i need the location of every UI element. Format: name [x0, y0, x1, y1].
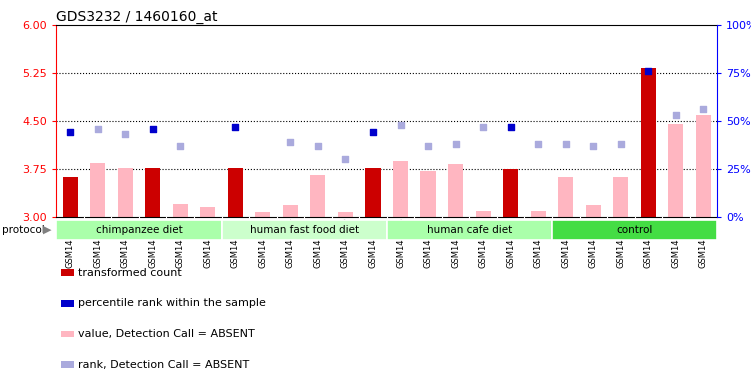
Bar	[366, 168, 381, 217]
Text: GSM144539: GSM144539	[424, 217, 433, 268]
Text: human cafe diet: human cafe diet	[427, 225, 512, 235]
Point	[450, 141, 462, 147]
Bar	[61, 331, 74, 338]
Point	[92, 126, 104, 132]
Point	[285, 139, 297, 145]
Text: GSM144548: GSM144548	[671, 217, 680, 268]
Point	[119, 131, 131, 137]
Text: GSM144549: GSM144549	[699, 217, 708, 268]
Bar	[173, 204, 188, 217]
Text: GSM144526: GSM144526	[65, 217, 74, 268]
Bar	[531, 210, 546, 217]
Text: GSM144544: GSM144544	[561, 217, 570, 268]
Point	[559, 141, 572, 147]
Bar	[393, 161, 408, 217]
Text: GSM144528: GSM144528	[121, 217, 130, 268]
Bar	[61, 361, 74, 368]
Bar	[558, 177, 573, 217]
Point	[532, 141, 544, 147]
Bar	[90, 162, 105, 217]
Text: chimpanzee diet: chimpanzee diet	[95, 225, 182, 235]
Text: GSM144546: GSM144546	[617, 217, 626, 268]
Text: GSM144547: GSM144547	[644, 217, 653, 268]
Point	[477, 124, 489, 130]
Text: GDS3232 / 1460160_at: GDS3232 / 1460160_at	[56, 10, 218, 24]
Text: GSM144540: GSM144540	[451, 217, 460, 268]
Text: GSM144534: GSM144534	[286, 217, 295, 268]
Text: GSM144531: GSM144531	[204, 217, 213, 268]
Bar	[338, 212, 353, 217]
Bar	[145, 168, 160, 217]
Text: control: control	[617, 225, 653, 235]
Bar	[61, 269, 74, 276]
Bar	[61, 300, 74, 307]
Text: GSM144543: GSM144543	[534, 217, 543, 268]
Point	[615, 141, 627, 147]
Bar	[503, 169, 518, 217]
Bar	[475, 210, 490, 217]
Point	[64, 129, 76, 136]
Text: GSM144532: GSM144532	[231, 217, 240, 268]
Point	[505, 124, 517, 130]
Text: GSM144535: GSM144535	[313, 217, 322, 268]
Text: human fast food diet: human fast food diet	[249, 225, 359, 235]
Text: rank, Detection Call = ABSENT: rank, Detection Call = ABSENT	[78, 360, 249, 370]
Text: GSM144537: GSM144537	[369, 217, 378, 268]
Point	[229, 124, 241, 130]
Text: GSM144530: GSM144530	[176, 217, 185, 268]
Point	[698, 106, 710, 113]
Bar	[448, 164, 463, 217]
Bar	[62, 177, 77, 217]
Text: percentile rank within the sample: percentile rank within the sample	[78, 298, 266, 308]
FancyBboxPatch shape	[387, 220, 552, 240]
Text: GSM144545: GSM144545	[589, 217, 598, 268]
Text: GSM144538: GSM144538	[396, 217, 405, 268]
Point	[587, 143, 599, 149]
Text: GSM144541: GSM144541	[478, 217, 487, 268]
Bar	[696, 114, 711, 217]
Bar	[641, 68, 656, 217]
Text: ▶: ▶	[43, 225, 51, 235]
Point	[367, 129, 379, 136]
Point	[146, 126, 158, 132]
Bar	[283, 205, 298, 217]
Point	[670, 112, 682, 118]
FancyBboxPatch shape	[56, 220, 222, 240]
Text: GSM144533: GSM144533	[258, 217, 267, 268]
Point	[312, 143, 324, 149]
Bar	[421, 171, 436, 217]
Point	[642, 68, 654, 74]
Text: GSM144529: GSM144529	[148, 217, 157, 268]
Text: protocol: protocol	[2, 225, 44, 235]
Text: GSM144527: GSM144527	[93, 217, 102, 268]
Bar	[668, 124, 683, 217]
Text: value, Detection Call = ABSENT: value, Detection Call = ABSENT	[78, 329, 255, 339]
Bar	[201, 207, 216, 217]
Bar	[586, 205, 601, 217]
Point	[174, 143, 186, 149]
Point	[339, 156, 351, 162]
Bar	[118, 168, 133, 217]
Point	[422, 143, 434, 149]
Bar	[255, 212, 270, 217]
Bar	[228, 168, 243, 217]
Bar	[310, 175, 325, 217]
Text: GSM144542: GSM144542	[506, 217, 515, 268]
FancyBboxPatch shape	[552, 220, 717, 240]
Bar	[614, 177, 629, 217]
Text: transformed count: transformed count	[78, 268, 182, 278]
Text: GSM144536: GSM144536	[341, 217, 350, 268]
FancyBboxPatch shape	[222, 220, 387, 240]
Point	[394, 122, 406, 128]
